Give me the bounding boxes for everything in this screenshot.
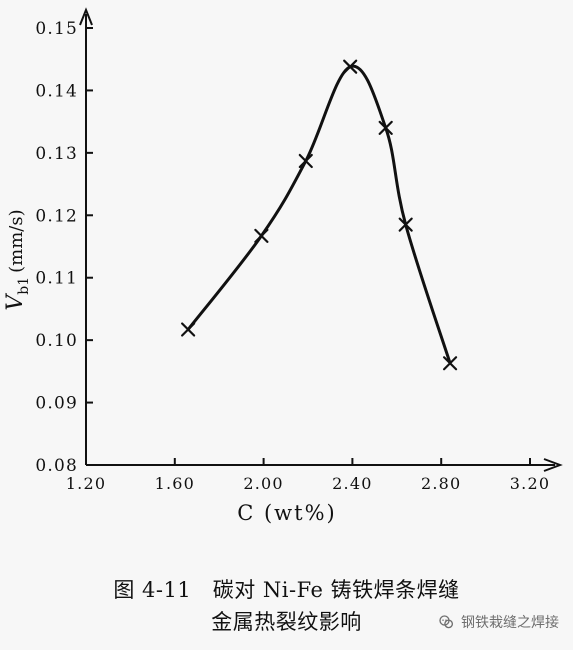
- watermark-text: 钢铁栽缝之焊接: [461, 615, 559, 631]
- y-axis-label-subscript: b1: [16, 277, 32, 295]
- data-point-marker-stroke-2: [254, 228, 269, 243]
- ticks-layer: [85, 27, 531, 466]
- series-line: [186, 64, 452, 365]
- data-point-marker-stroke-2: [298, 153, 313, 169]
- data-point-marker: [398, 217, 413, 232]
- y-axis-arrow: [79, 7, 93, 26]
- axes-layer: [79, 7, 563, 472]
- data-point-marker-stroke-2: [442, 356, 458, 371]
- y-tick-label: 0.13: [35, 144, 78, 164]
- labels-layer: 0.08 0.09 0.10 0.11 0.12 0.13 0.14 0.15 1.20 1.60…: [3, 19, 550, 525]
- x-tick-label: 3.20: [510, 474, 550, 493]
- y-axis-label: Vb1 (mm/s): [3, 209, 32, 310]
- chat-bubble-icon: [439, 615, 454, 629]
- watermark: 钢铁栽缝之焊接: [437, 612, 559, 632]
- y-axis-label-unit: (mm/s): [6, 209, 27, 272]
- x-axis-label: C (wt%): [237, 501, 337, 525]
- data-point-marker-stroke-2: [378, 120, 393, 135]
- data-point-marker: [378, 120, 393, 135]
- x-axis-arrow: [543, 458, 563, 472]
- y-axis-label-main: V: [3, 293, 28, 311]
- x-tick-label: 2.00: [243, 474, 283, 493]
- x-tick-label: 2.40: [332, 474, 372, 493]
- y-tick-label: 0.08: [35, 456, 78, 476]
- data-point-marker: [298, 153, 313, 169]
- x-tick-label: 1.60: [155, 474, 195, 493]
- series-layer: [181, 59, 458, 371]
- x-tick-label: 2.80: [421, 474, 461, 493]
- y-tick-label: 0.09: [35, 394, 78, 414]
- data-point-marker-stroke-2: [181, 322, 196, 337]
- y-tick-label: 0.12: [35, 206, 78, 226]
- data-point-marker: [343, 59, 358, 74]
- y-tick-label: 0.15: [35, 19, 78, 39]
- data-point-marker-stroke-2: [343, 59, 358, 74]
- figure-caption-line-1: 图 4-11 碳对 Ni-Fe 铸铁焊条焊缝: [113, 578, 460, 602]
- x-tick-label: 1.20: [66, 474, 106, 493]
- data-point-marker: [181, 322, 196, 337]
- y-axis-label-text: Vb1 (mm/s): [3, 209, 32, 310]
- chart-svg: 0.08 0.09 0.10 0.11 0.12 0.13 0.14 0.15 1.20 1.60…: [3, 7, 563, 525]
- data-point-marker: [442, 356, 458, 371]
- y-tick-label: 0.11: [35, 269, 78, 289]
- data-point-marker-stroke-2: [398, 217, 413, 232]
- data-point-marker: [254, 228, 269, 243]
- y-tick-label: 0.14: [35, 81, 78, 101]
- figure-caption-line-2: 金属热裂纹影响: [211, 610, 362, 634]
- y-tick-label: 0.10: [35, 331, 78, 351]
